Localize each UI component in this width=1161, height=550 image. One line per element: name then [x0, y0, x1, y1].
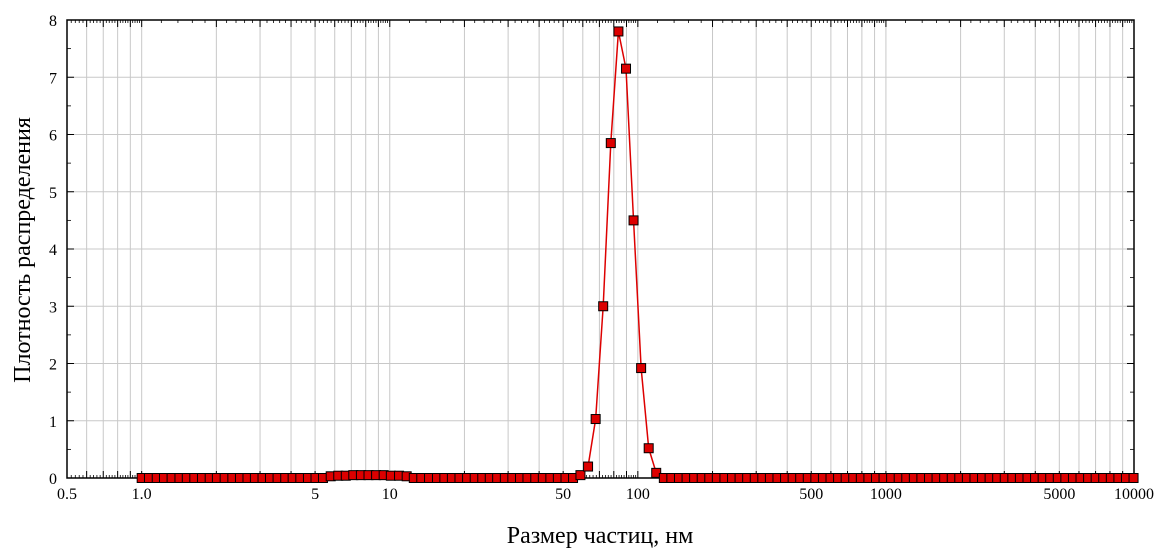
x-tick-label: 1000 [870, 486, 902, 503]
data-point-marker [575, 470, 586, 481]
data-point-marker [590, 414, 601, 425]
x-tick-label: 5000 [1043, 486, 1075, 503]
x-tick-label: 1.0 [132, 486, 152, 503]
x-tick-label: 100 [626, 486, 650, 503]
y-tick-label: 4 [49, 242, 57, 259]
y-tick-label: 3 [49, 299, 57, 316]
plot-area-frame [66, 19, 1135, 479]
x-tick-label: 5 [311, 486, 319, 503]
data-point-marker [636, 363, 647, 374]
data-point-marker [613, 26, 624, 37]
data-point-marker [651, 467, 662, 478]
data-point-marker [605, 138, 616, 149]
x-tick-label: 10000 [1114, 486, 1154, 503]
x-tick-label: 50 [555, 486, 571, 503]
y-axis-tick-labels: 0 1 2 3 4 5 6 7 8 [49, 13, 57, 488]
data-point-marker [385, 470, 396, 481]
x-axis-title: Размер частиц, нм [507, 523, 694, 549]
data-point-marker [621, 63, 632, 74]
y-tick-label: 2 [49, 357, 57, 374]
y-tick-label: 7 [49, 70, 57, 87]
data-point-marker [583, 461, 594, 472]
data-point-marker [628, 215, 639, 226]
x-tick-label: 0.5 [57, 486, 77, 503]
data-point-marker [643, 443, 654, 454]
y-tick-label: 5 [49, 185, 57, 202]
y-tick-label: 0 [49, 471, 57, 488]
y-tick-label: 1 [49, 414, 57, 431]
data-point-marker [598, 301, 609, 312]
distribution-markers [136, 26, 1139, 483]
x-axis-tick-labels: 0.5 1.0 5 10 50 100 500 1000 5000 10000 [57, 486, 1154, 503]
x-tick-label: 500 [799, 486, 823, 503]
data-point-marker [1128, 473, 1139, 483]
y-tick-label: 6 [49, 128, 57, 145]
y-tick-label: 8 [49, 13, 57, 30]
y-axis-title: Плотность распределения [10, 117, 36, 383]
x-tick-label: 10 [382, 486, 398, 503]
distribution-series [136, 26, 1139, 483]
